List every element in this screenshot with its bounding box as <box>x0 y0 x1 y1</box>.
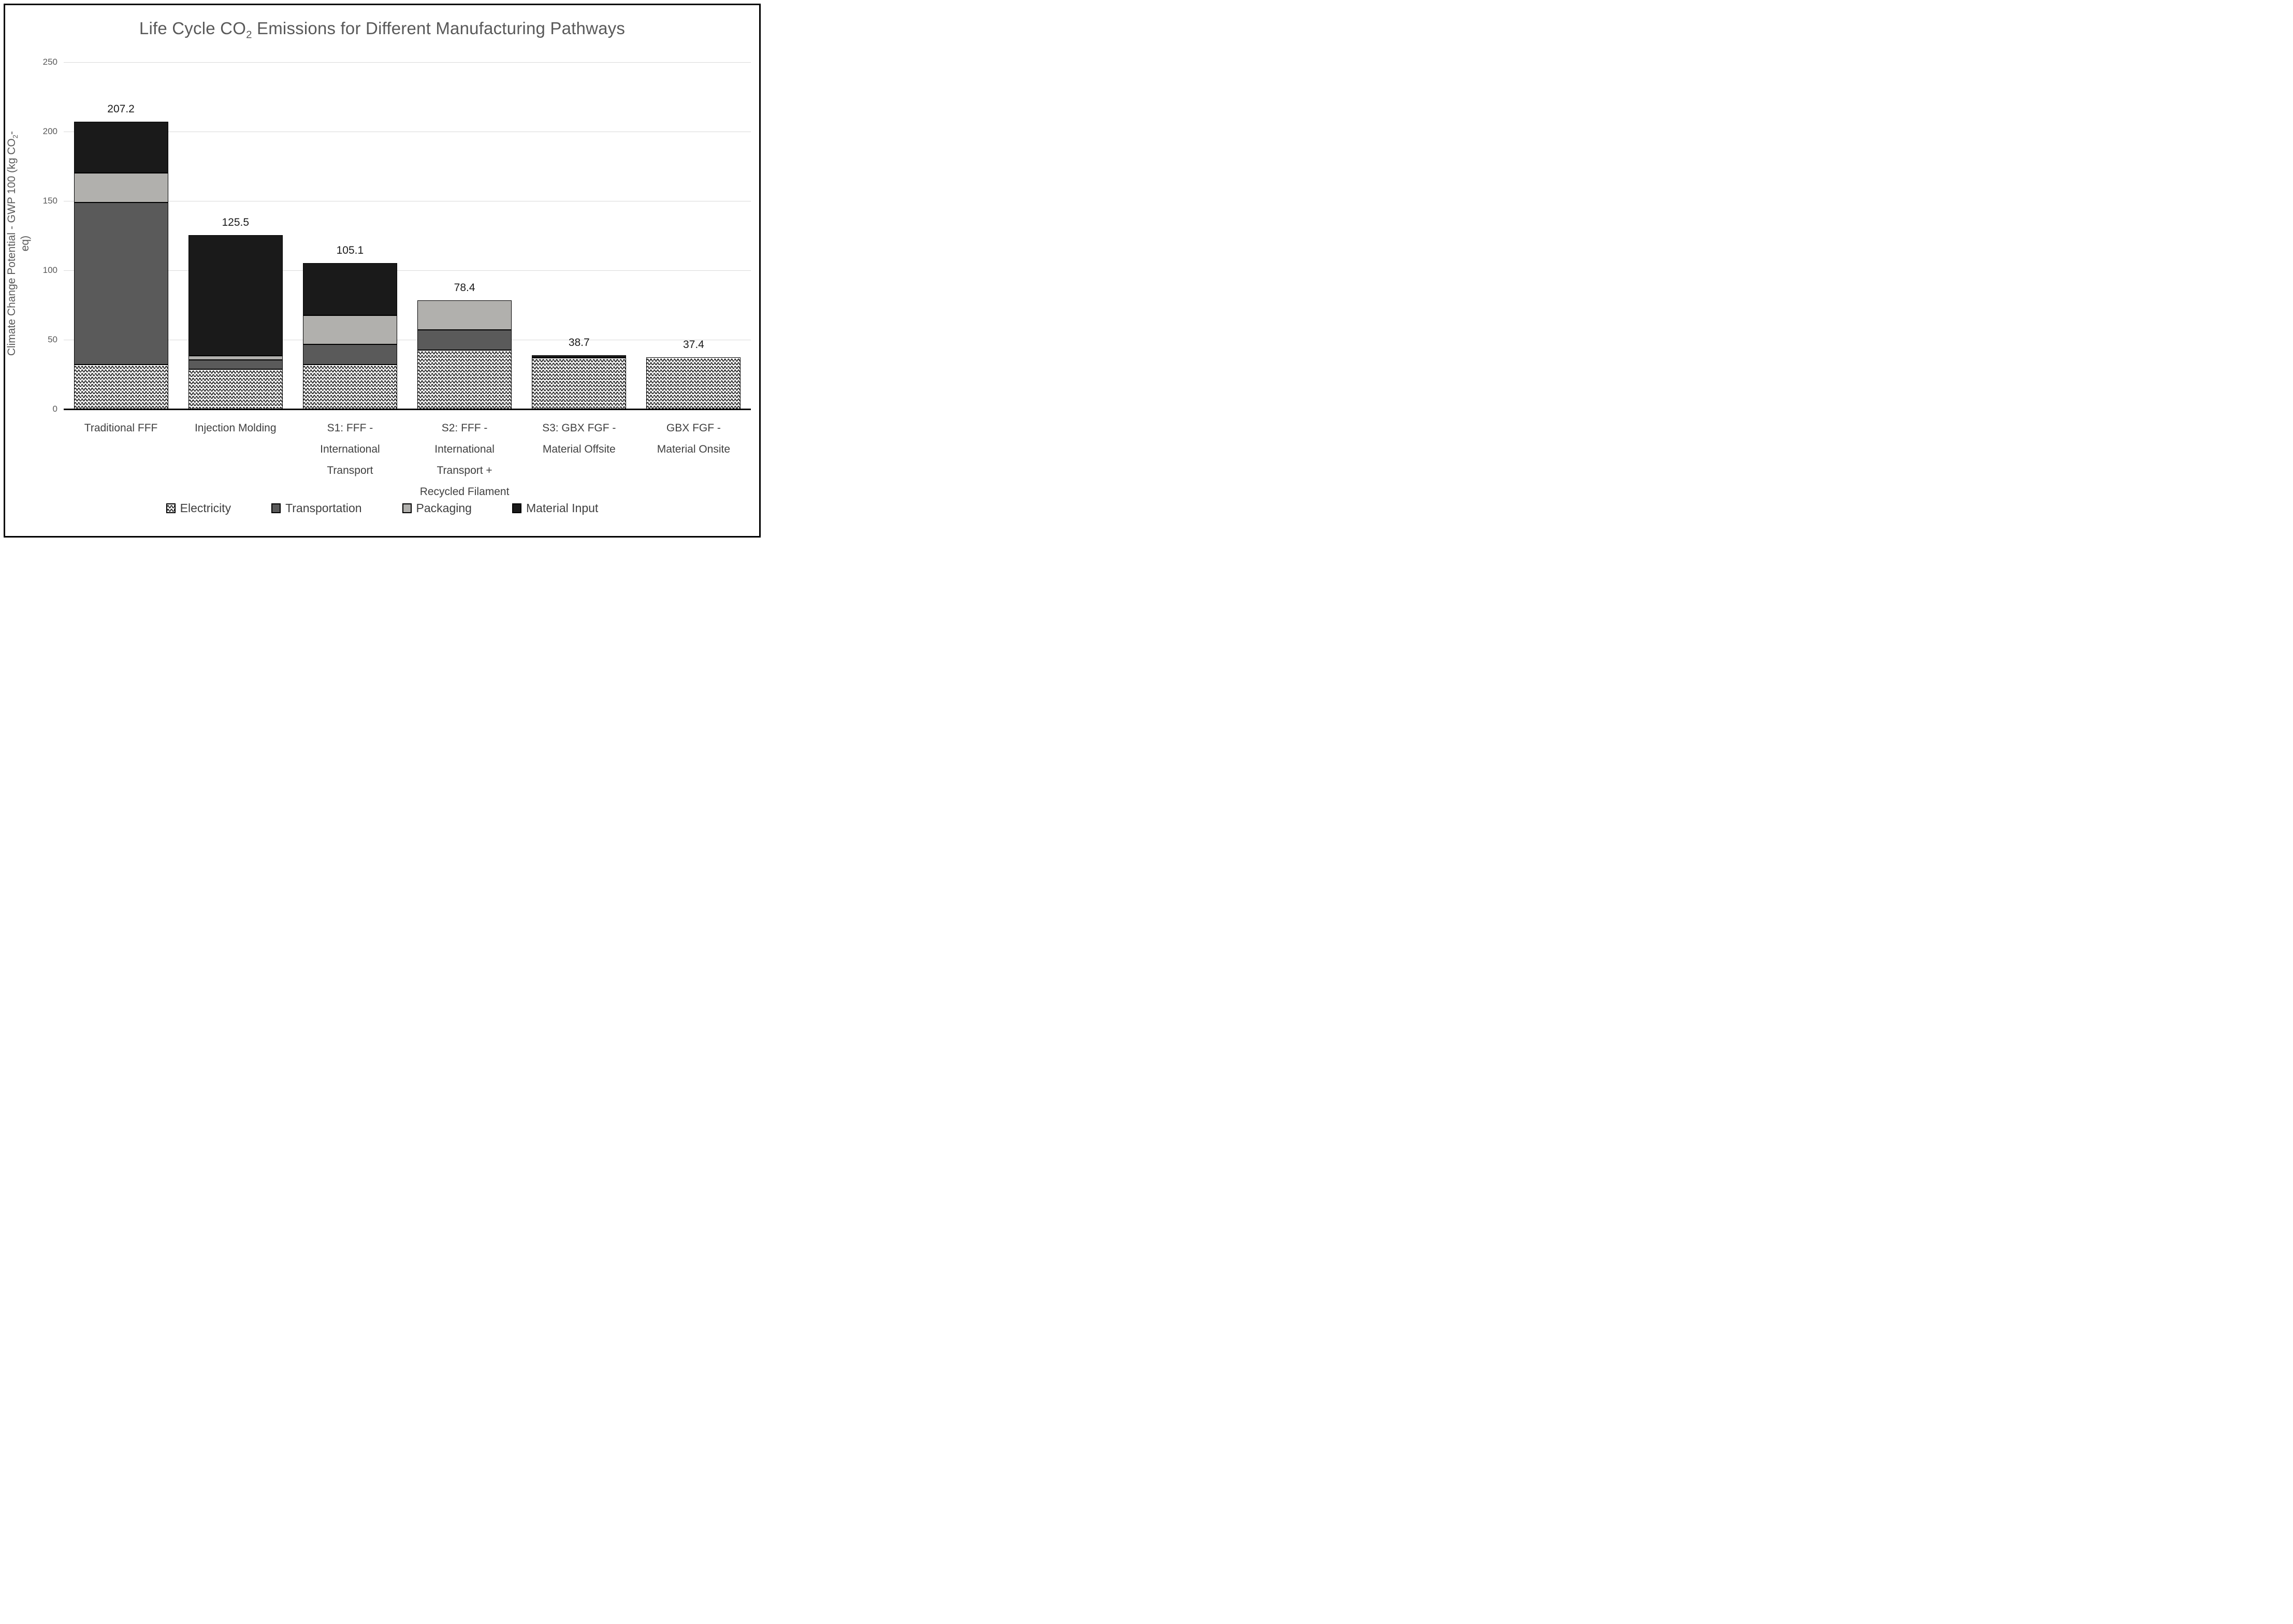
outer-border <box>4 4 761 538</box>
x-category-label: S3: GBX FGF - Material Offsite <box>542 422 616 455</box>
electricity-pattern-fill <box>188 369 282 409</box>
x-category-label: GBX FGF - Material Onsite <box>657 422 731 455</box>
bar-segment-electricity <box>417 350 512 409</box>
bar-segment-transportation <box>302 344 397 365</box>
bar-total-label: 207.2 <box>107 103 135 115</box>
legend-item-packaging: Packaging <box>402 501 472 515</box>
bar-segment-material-input <box>188 235 283 356</box>
legend-label: Material Input <box>526 501 599 515</box>
bar-segment-electricity <box>532 358 627 409</box>
electricity-pattern-fill <box>647 357 741 409</box>
bar-total-label: 78.4 <box>454 281 475 294</box>
bar-segment-packaging <box>74 173 168 202</box>
electricity-pattern-fill <box>418 351 512 409</box>
x-axis-line <box>64 409 751 410</box>
x-category-label: S2: FFF - International Transport + Recy… <box>419 422 510 498</box>
legend-swatch-icon <box>512 503 521 513</box>
y-tick-label: 0 <box>52 404 57 414</box>
y-axis-title: Climate Change Potential - GWP 100 (kg C… <box>6 124 32 363</box>
x-category-label: S1: FFF - International Transport <box>320 422 380 476</box>
legend: Electricity Transportation Packaging Materi… <box>0 501 764 515</box>
legend-swatch-icon <box>166 503 176 513</box>
bar-total-label: 38.7 <box>568 337 590 349</box>
bar-segment-material-input <box>74 121 168 173</box>
bar-segment-material-input <box>302 263 397 316</box>
y-tick-label: 150 <box>42 196 57 206</box>
bar-segment-transportation <box>417 330 512 351</box>
bar-segment-packaging <box>302 315 397 345</box>
y-tick-label: 50 <box>48 335 57 344</box>
y-tick-label: 250 <box>42 57 57 67</box>
bar-total-label: 37.4 <box>683 338 704 351</box>
electricity-pattern-fill <box>303 365 397 409</box>
bar-total-label: 105.1 <box>336 244 364 257</box>
legend-item-material-input: Material Input <box>512 501 598 515</box>
bar-segment-electricity <box>188 369 283 409</box>
chart-title-subscript: 2 <box>246 28 252 41</box>
bar-segment-electricity <box>302 365 397 409</box>
x-category-label: Traditional FFF <box>84 422 158 434</box>
bar-segment-transportation <box>188 360 283 369</box>
electricity-pattern-fill <box>74 365 168 409</box>
legend-item-electricity: Electricity <box>166 501 231 515</box>
bar-segment-packaging <box>188 355 283 360</box>
legend-swatch-icon <box>402 503 412 513</box>
legend-label: Packaging <box>416 501 472 515</box>
y-tick-label: 100 <box>42 265 57 275</box>
legend-label: Electricity <box>180 501 231 515</box>
y-axis-title-subscript: 2 <box>11 135 20 139</box>
bar-segment-electricity <box>74 365 168 409</box>
bar-segment-transportation <box>74 202 168 365</box>
chart-page: Life Cycle CO2 Emissions for Different M… <box>0 0 764 541</box>
gridline <box>64 270 751 271</box>
electricity-pattern-fill <box>532 358 626 409</box>
y-tick-label: 200 <box>42 126 57 136</box>
chart-title-suffix: Emissions for Different Manufacturing Pa… <box>252 19 626 38</box>
x-category-label: Injection Molding <box>194 422 277 434</box>
legend-swatch-icon <box>271 503 281 513</box>
legend-label: Transportation <box>285 501 362 515</box>
legend-item-transportation: Transportation <box>271 501 362 515</box>
y-axis-title-prefix: Climate Change Potential - GWP 100 (kg C… <box>5 138 18 356</box>
bar-segment-electricity <box>646 357 741 409</box>
chart-title-prefix: Life Cycle CO <box>139 19 246 38</box>
gridline <box>64 62 751 63</box>
bar-segment-packaging <box>417 300 512 330</box>
bar-total-label: 125.5 <box>222 216 250 228</box>
chart-title: Life Cycle CO2 Emissions for Different M… <box>0 19 764 41</box>
bar-segment-material-input <box>532 355 627 358</box>
